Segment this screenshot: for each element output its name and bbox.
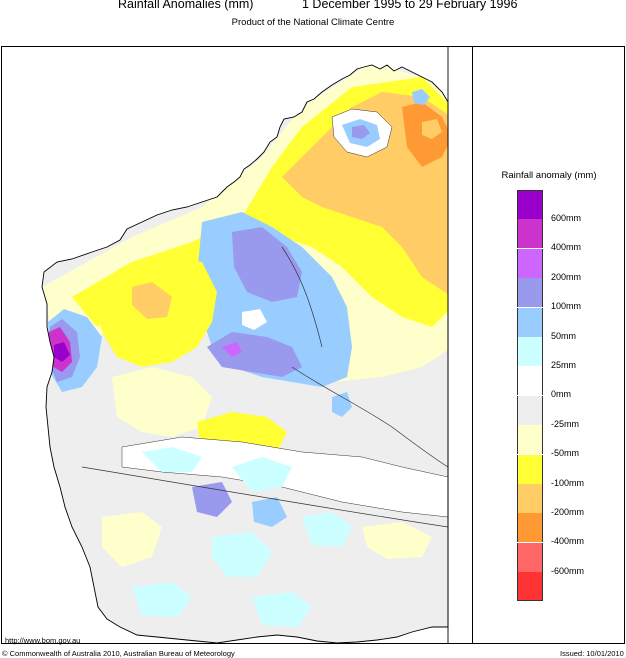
legend-label: -600mm	[551, 565, 585, 576]
map-frame	[1, 46, 625, 644]
legend-label: 200mm	[551, 271, 582, 282]
legend-swatch	[517, 542, 543, 572]
legend-swatch	[517, 425, 543, 455]
rainfall-map	[41, 47, 449, 643]
legend-label: 0mm	[551, 389, 571, 400]
legend-swatch	[517, 572, 543, 602]
legend-label: 50mm	[551, 330, 577, 341]
legend-swatch	[517, 484, 543, 513]
title-bar: Rainfall Anomalies (mm) 1 December 1995 …	[0, 0, 626, 13]
legend-label: 25mm	[551, 360, 577, 370]
legend-label: -200mm	[551, 507, 585, 517]
map-subtitle: Product of the National Climate Centre	[231, 17, 395, 28]
legend-label: 400mm	[551, 242, 582, 253]
legend-swatch	[517, 219, 543, 249]
legend-label: -25mm	[551, 418, 580, 429]
legend-label: -400mm	[551, 536, 585, 547]
legend-swatch	[517, 278, 543, 308]
legend-divider	[472, 46, 473, 644]
legend-label: -50mm	[551, 448, 580, 459]
legend-swatch	[517, 190, 543, 219]
legend-swatch	[517, 395, 543, 425]
legend-label: 100mm	[551, 301, 582, 312]
legend-top-border	[517, 190, 543, 191]
legend-swatch	[517, 248, 543, 278]
legend-swatch	[517, 454, 543, 484]
legend-label: 600mm	[551, 213, 582, 223]
legend-title: Rainfall anomaly (mm)	[501, 170, 597, 181]
footer-copyright: © Commonwealth of Australia 2010, Austra…	[2, 649, 235, 658]
map-title: Rainfall Anomalies (mm)	[118, 0, 254, 11]
legend-bottom-border	[517, 600, 543, 601]
footer-url[interactable]: http://www.bom.gov.au	[5, 636, 81, 645]
legend-label: -100mm	[551, 477, 585, 488]
legend-swatch	[517, 307, 543, 337]
legend-swatch	[517, 337, 543, 366]
legend-swatch	[517, 513, 543, 543]
legend-swatch	[517, 366, 543, 396]
footer-issued: Issued: 10/01/2010	[560, 649, 624, 658]
map-period: 1 December 1995 to 29 February 1996	[302, 0, 518, 11]
